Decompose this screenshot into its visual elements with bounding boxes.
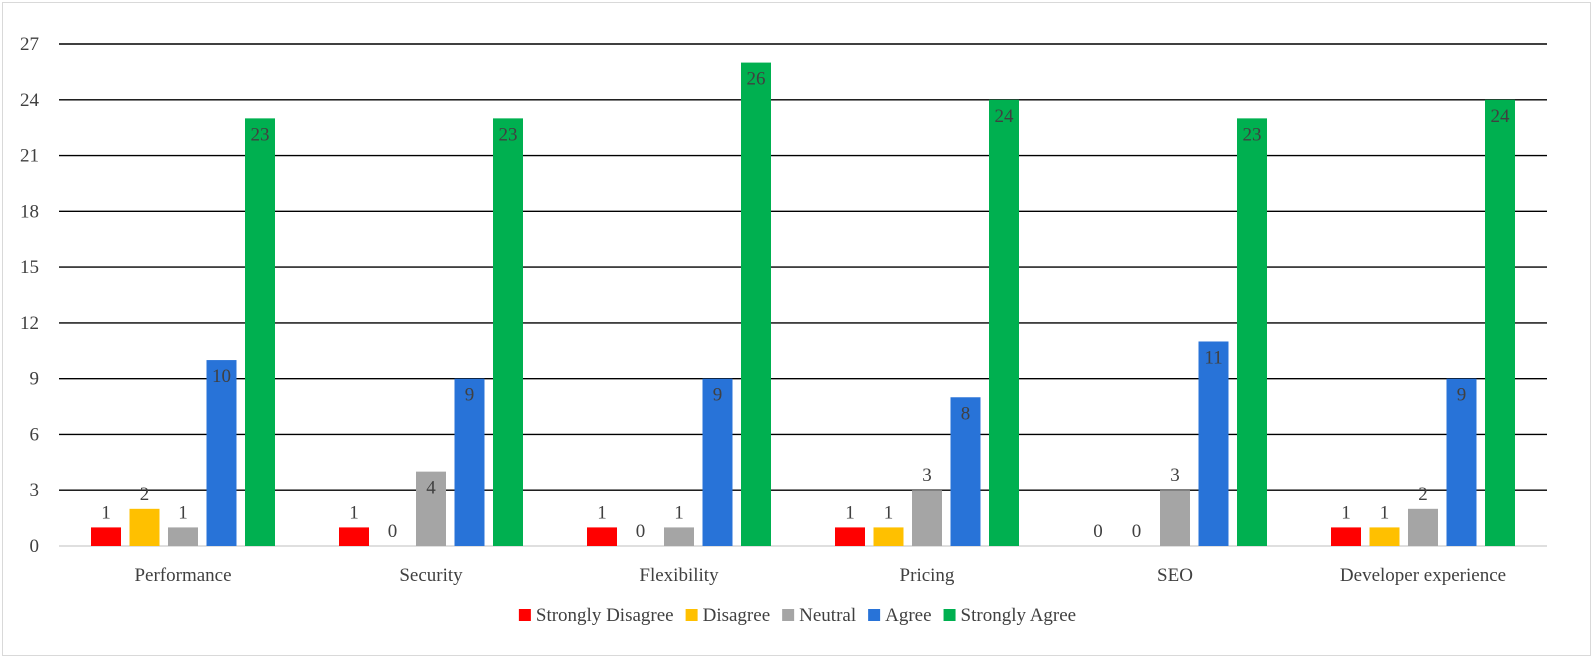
data-label: 24 — [995, 106, 1015, 127]
data-label: 3 — [1170, 465, 1180, 486]
data-label: 9 — [1457, 385, 1467, 406]
bar — [91, 527, 121, 546]
data-label: 1 — [1341, 502, 1351, 523]
data-label: 0 — [388, 521, 398, 542]
legend-swatch — [685, 609, 698, 621]
data-label: 1 — [101, 502, 111, 523]
y-tick-label: 6 — [30, 424, 40, 445]
bar — [1369, 527, 1400, 546]
bar — [339, 527, 369, 546]
y-tick-label: 21 — [20, 146, 39, 167]
data-label: 4 — [426, 478, 436, 499]
y-tick-label: 3 — [30, 480, 40, 501]
y-tick-label: 0 — [30, 536, 40, 557]
bar — [416, 471, 446, 546]
bar — [1198, 341, 1229, 546]
bar — [873, 527, 904, 546]
y-tick-label: 12 — [20, 313, 39, 334]
data-label: 9 — [713, 385, 723, 406]
data-label: 1 — [178, 502, 188, 523]
category-label: Performance — [134, 565, 231, 586]
data-label: 0 — [636, 521, 646, 542]
data-label: 0 — [1132, 521, 1142, 542]
bars — [91, 62, 1515, 547]
bar — [912, 490, 942, 546]
data-label: 2 — [140, 484, 150, 505]
data-label: 1 — [1380, 502, 1390, 523]
bar — [454, 378, 485, 546]
data-label: 23 — [499, 124, 518, 145]
y-tick-label: 18 — [20, 201, 39, 222]
data-label: 3 — [922, 465, 932, 486]
data-label: 1 — [884, 502, 894, 523]
data-label: 1 — [597, 502, 607, 523]
bar — [206, 360, 237, 546]
bar — [1237, 118, 1267, 547]
gridlines — [59, 43, 1547, 547]
data-label: 11 — [1204, 347, 1222, 368]
data-label: 8 — [961, 403, 971, 424]
data-label: 1 — [674, 502, 684, 523]
data-label: 23 — [1243, 124, 1262, 145]
category-label: Developer experience — [1340, 565, 1506, 586]
legend-swatch — [943, 609, 956, 621]
x-axis: Performance Security Flexibility Pricing SEO… — [134, 565, 1506, 586]
data-label: 9 — [465, 385, 475, 406]
legend-swatch — [782, 609, 795, 621]
legend-label: Agree — [885, 605, 931, 626]
legend-swatch — [518, 609, 531, 621]
bar — [129, 508, 160, 546]
y-tick-label: 9 — [30, 369, 40, 390]
bar — [702, 378, 733, 546]
bar — [1160, 490, 1190, 546]
y-tick-label: 27 — [20, 34, 39, 55]
data-label: 26 — [747, 69, 766, 90]
y-tick-label: 24 — [20, 90, 40, 111]
bar — [1331, 527, 1361, 546]
bar — [1408, 508, 1438, 546]
bar — [1446, 378, 1477, 546]
legend-label: Neutral — [799, 605, 856, 626]
legend-label: Disagree — [703, 605, 771, 626]
data-label: 23 — [251, 124, 270, 145]
category-label: Security — [399, 565, 463, 586]
y-tick-label: 15 — [20, 257, 39, 278]
bar — [989, 99, 1019, 547]
bar — [587, 527, 617, 546]
data-label: 0 — [1093, 521, 1103, 542]
bar — [245, 118, 275, 547]
data-label: 10 — [212, 366, 231, 387]
bar — [168, 527, 198, 546]
bar — [835, 527, 865, 546]
legend-label: Strongly Disagree — [536, 605, 674, 626]
data-label: 2 — [1418, 484, 1428, 505]
category-label: Flexibility — [639, 565, 719, 586]
data-label: 1 — [845, 502, 855, 523]
bar — [493, 118, 523, 547]
bar — [950, 397, 981, 546]
legend-label: Strongly Agree — [961, 605, 1077, 626]
category-label: Pricing — [900, 565, 955, 586]
bar — [741, 62, 771, 547]
data-label: 24 — [1491, 106, 1511, 127]
data-label: 1 — [349, 502, 359, 523]
legend-swatch — [868, 609, 881, 621]
y-axis: 0 3 6 9 12 15 18 21 24 27 — [20, 34, 40, 557]
bar — [664, 527, 694, 546]
legend: Strongly Disagree Disagree Neutral Agree Str… — [518, 605, 1077, 626]
bar — [1485, 99, 1515, 547]
category-label: SEO — [1157, 565, 1193, 586]
